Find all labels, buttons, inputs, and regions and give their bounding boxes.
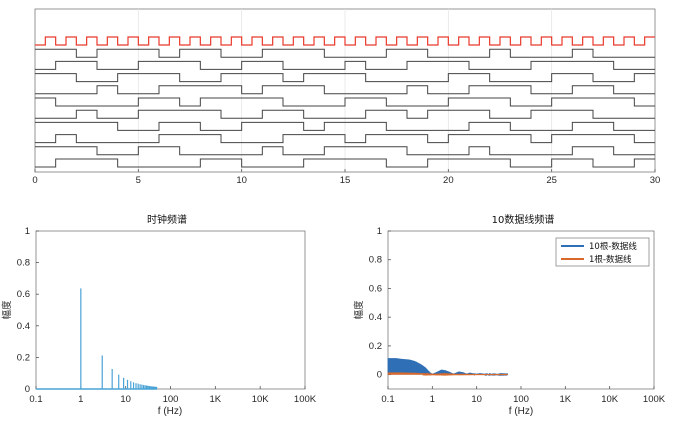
waveform-chart: 0 5 10 15 20 25 30 xyxy=(32,8,660,186)
data-spectrum-chart: 10数据线频谱 0.1 1 10 100 1K 10K 100K 0 0.2 0.4 0.6 0.8 1… xyxy=(353,213,666,417)
clock-spectrum-plot-area xyxy=(35,230,306,390)
spectrum-one-line xyxy=(387,372,509,377)
y-tick-label: 0.8 xyxy=(369,255,382,266)
waveform-data-9 xyxy=(35,146,655,156)
y-tick-label: 0.2 xyxy=(17,352,30,363)
data-spectrum-axes: 0.1 1 10 100 1K 10K 100K 0 0.2 0.4 0.6 0.8 1 xyxy=(369,226,666,405)
clock-spectrum-chart: 时钟频谱 0.1 1 10 100 1K 10K 100K 0 0.2 0.4 0.6 0.8 1 f … xyxy=(1,213,317,417)
clock-spectrum-ylabel: 幅度 xyxy=(1,300,13,320)
legend-label-10-lines: 10根-数据线 xyxy=(589,241,637,252)
data-spectrum-title: 10数据线频谱 xyxy=(492,213,555,226)
waveform-data-10 xyxy=(35,158,655,168)
clock-spectrum-title: 时钟频谱 xyxy=(147,213,187,226)
waveform-series xyxy=(35,36,655,168)
waveform-data-3 xyxy=(35,73,655,83)
y-tick-label: 0.6 xyxy=(369,283,382,294)
clock-spectrum-axes: 0.1 1 10 100 1K 10K 100K 0 0.2 0.4 0.6 0.8 1 xyxy=(17,226,317,405)
waveform-data-2 xyxy=(35,60,655,70)
x-tick-label: 0.1 xyxy=(381,394,394,405)
x-tick-label: 1K xyxy=(210,394,222,405)
legend-box xyxy=(555,237,650,267)
x-tick-label: 1 xyxy=(430,394,435,405)
x-tick-label: 1 xyxy=(78,394,83,405)
y-tick-label: 0.2 xyxy=(369,341,382,352)
x-tick-label: 0.1 xyxy=(29,394,42,405)
y-tick-label: 1 xyxy=(25,226,30,237)
y-tick-label: 0.8 xyxy=(17,258,30,269)
waveform-data-1 xyxy=(35,48,655,58)
legend: 10根-数据线 1根-数据线 xyxy=(555,237,650,267)
clock-spectrum-xlabel: f (Hz) xyxy=(158,406,182,417)
waveform-data-5 xyxy=(35,97,655,107)
waveform-data-6 xyxy=(35,109,655,119)
y-tick-label: 0.6 xyxy=(17,289,30,300)
waveform-x-tick-label: 30 xyxy=(650,175,661,186)
x-tick-label: 100 xyxy=(163,394,179,405)
x-tick-label: 100K xyxy=(294,394,317,405)
waveform-x-tick-label: 20 xyxy=(443,175,454,186)
data-spectrum-xlabel: f (Hz) xyxy=(509,406,533,417)
waveform-x-tick-label: 10 xyxy=(236,175,247,186)
legend-label-1-line: 1根-数据线 xyxy=(589,254,632,265)
waveform-x-tick-label: 5 xyxy=(136,175,141,186)
y-tick-label: 0 xyxy=(25,384,30,395)
waveform-x-tick-label: 25 xyxy=(546,175,557,186)
x-tick-label: 10K xyxy=(601,394,619,405)
y-tick-label: 0 xyxy=(377,370,382,381)
waveform-x-tick-label: 15 xyxy=(340,175,351,186)
x-tick-label: 100K xyxy=(643,394,666,405)
clock-spectrum-bars xyxy=(36,288,158,390)
waveform-clock xyxy=(35,36,655,46)
waveform-data-7 xyxy=(35,121,655,131)
y-tick-label: 0.4 xyxy=(17,321,30,332)
x-tick-label: 1K xyxy=(560,394,572,405)
x-tick-label: 10 xyxy=(471,394,482,405)
y-tick-label: 1 xyxy=(377,226,382,237)
data-spectrum-ylabel: 幅度 xyxy=(353,300,365,320)
data-spectrum-series xyxy=(387,358,509,377)
y-tick-label: 0.4 xyxy=(369,312,382,323)
x-tick-label: 10K xyxy=(252,394,270,405)
x-tick-label: 10 xyxy=(120,394,131,405)
waveform-x-ticks: 0 5 10 15 20 25 30 xyxy=(32,169,660,186)
waveform-data-4 xyxy=(35,85,655,95)
waveform-x-tick-label: 0 xyxy=(32,175,37,186)
waveform-data-8 xyxy=(35,134,655,144)
x-tick-label: 100 xyxy=(513,394,529,405)
